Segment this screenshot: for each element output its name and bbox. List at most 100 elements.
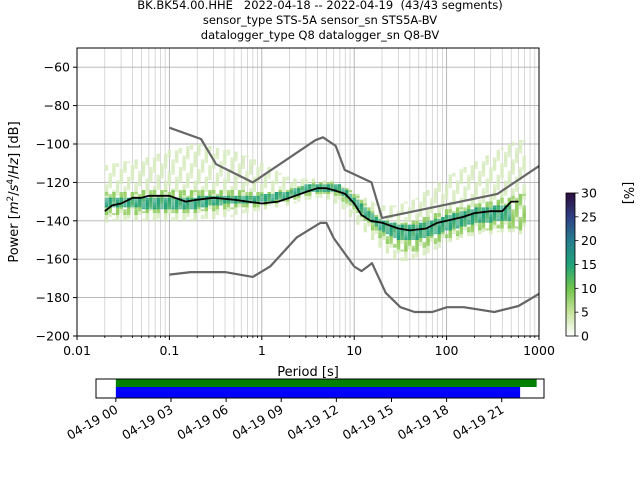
ppsd-density-cell [492, 195, 497, 198]
ppsd-density-cell [518, 147, 523, 150]
ppsd-density-cell [248, 193, 253, 196]
ppsd-density-cell [515, 218, 519, 221]
ppsd-density-cell [219, 168, 223, 171]
ppsd-density-cell [300, 182, 305, 185]
ppsd-density-cell [234, 211, 238, 214]
ppsd-density-cell [455, 236, 460, 239]
ppsd-density-cell [263, 197, 268, 200]
ppsd-density-cell [503, 203, 508, 206]
ppsd-density-cell [382, 232, 386, 235]
ppsd-density-cell [245, 203, 249, 206]
ppsd-density-cell [396, 222, 401, 225]
ppsd-density-cell [126, 161, 131, 164]
ppsd-density-cell [182, 216, 186, 219]
ppsd-density-cell [370, 216, 375, 219]
ppsd-density-cell [470, 193, 475, 196]
ppsd-density-cell [448, 174, 452, 177]
ppsd-density-cell [485, 186, 489, 189]
ppsd-density-cell [237, 192, 242, 194]
ppsd-density-cell [115, 180, 120, 183]
ppsd-density-cell [311, 190, 316, 192]
ppsd-density-cell [219, 174, 223, 177]
ppsd-density-cell [444, 236, 449, 239]
ppsd-density-cell [160, 176, 164, 179]
ppsd-density-cell [182, 209, 186, 212]
ppsd-density-cell [215, 174, 220, 177]
ppsd-density-cell [260, 186, 264, 189]
ppsd-density-cell [411, 255, 415, 258]
ppsd-density-cell [492, 207, 497, 210]
ppsd-density-cell [437, 211, 441, 214]
ppsd-density-cell [141, 167, 146, 169]
ppsd-density-cell [260, 193, 264, 196]
ppsd-density-cell [141, 163, 146, 166]
ppsd-density-cell [500, 199, 504, 202]
ppsd-density-cell [404, 259, 408, 262]
ppsd-density-cell [189, 144, 194, 146]
ppsd-density-cell [204, 201, 209, 204]
ppsd-density-cell [115, 201, 120, 204]
ppsd-density-cell [112, 165, 116, 168]
ppsd-density-cell [315, 186, 319, 189]
ppsd-density-cell [489, 199, 493, 202]
ppsd-density-cell [141, 193, 146, 196]
ppsd-density-cell [200, 170, 205, 173]
ppsd-density-cell [308, 184, 312, 187]
ppsd-density-cell [341, 201, 345, 204]
ppsd-density-cell [186, 186, 190, 189]
ppsd-density-cell [382, 220, 386, 223]
ppsd-density-cell [112, 190, 116, 192]
ppsd-density-cell [400, 211, 404, 214]
ppsd-density-cell [234, 213, 238, 216]
ppsd-density-cell [470, 168, 475, 171]
ppsd-density-cell [433, 216, 438, 219]
ppsd-density-cell [400, 232, 404, 235]
ppsd-density-cell [489, 222, 493, 225]
ppsd-density-cell [415, 226, 419, 229]
ppsd-density-cell [426, 213, 430, 216]
ppsd-density-cell [226, 153, 231, 156]
ppsd-density-cell [426, 238, 430, 240]
ppsd-density-cell [215, 209, 220, 212]
ppsd-density-cell [112, 193, 116, 196]
ppsd-density-cell [197, 147, 201, 150]
ppsd-density-cell [226, 151, 231, 154]
ppsd-density-cell [241, 163, 245, 166]
ppsd-density-cell [441, 236, 445, 239]
ppsd-density-cell [441, 228, 445, 231]
ppsd-density-cell [400, 234, 404, 237]
ppsd-density-cell [134, 207, 138, 210]
ppsd-density-cell [175, 178, 179, 181]
ppsd-density-cell [285, 190, 290, 192]
ppsd-density-cell [522, 157, 526, 160]
ppsd-density-cell [263, 186, 268, 189]
ppsd-density-cell [156, 215, 160, 217]
ppsd-density-cell [459, 226, 464, 229]
ppsd-density-cell [104, 207, 109, 210]
ppsd-density-cell [396, 232, 401, 235]
ppsd-density-cell [104, 186, 109, 189]
ppsd-density-cell [333, 201, 338, 204]
ppsd-density-cell [511, 226, 515, 229]
ppsd-density-cell [156, 203, 160, 206]
ppsd-density-cell [430, 238, 434, 240]
ppsd-density-cell [152, 161, 157, 164]
ppsd-density-cell [215, 211, 220, 214]
ppsd-density-cell [126, 178, 131, 181]
ppsd-density-cell [215, 195, 220, 198]
ppsd-density-cell [282, 180, 286, 183]
ppsd-density-cell [418, 241, 423, 244]
ppsd-density-cell [367, 213, 371, 216]
ppsd-density-cell [223, 199, 227, 202]
ppsd-density-cell [455, 182, 460, 185]
ppsd-density-cell [175, 180, 179, 183]
ppsd-density-cell [200, 192, 205, 194]
ppsd-density-cell [241, 201, 245, 204]
ppsd-density-cell [263, 205, 268, 208]
ppsd-density-cell [363, 213, 367, 216]
ppsd-density-cell [245, 170, 249, 173]
ppsd-density-cell [433, 218, 438, 221]
ppsd-density-cell [515, 211, 519, 214]
ppsd-density-cell [330, 186, 334, 189]
ppsd-density-cell [492, 184, 497, 187]
